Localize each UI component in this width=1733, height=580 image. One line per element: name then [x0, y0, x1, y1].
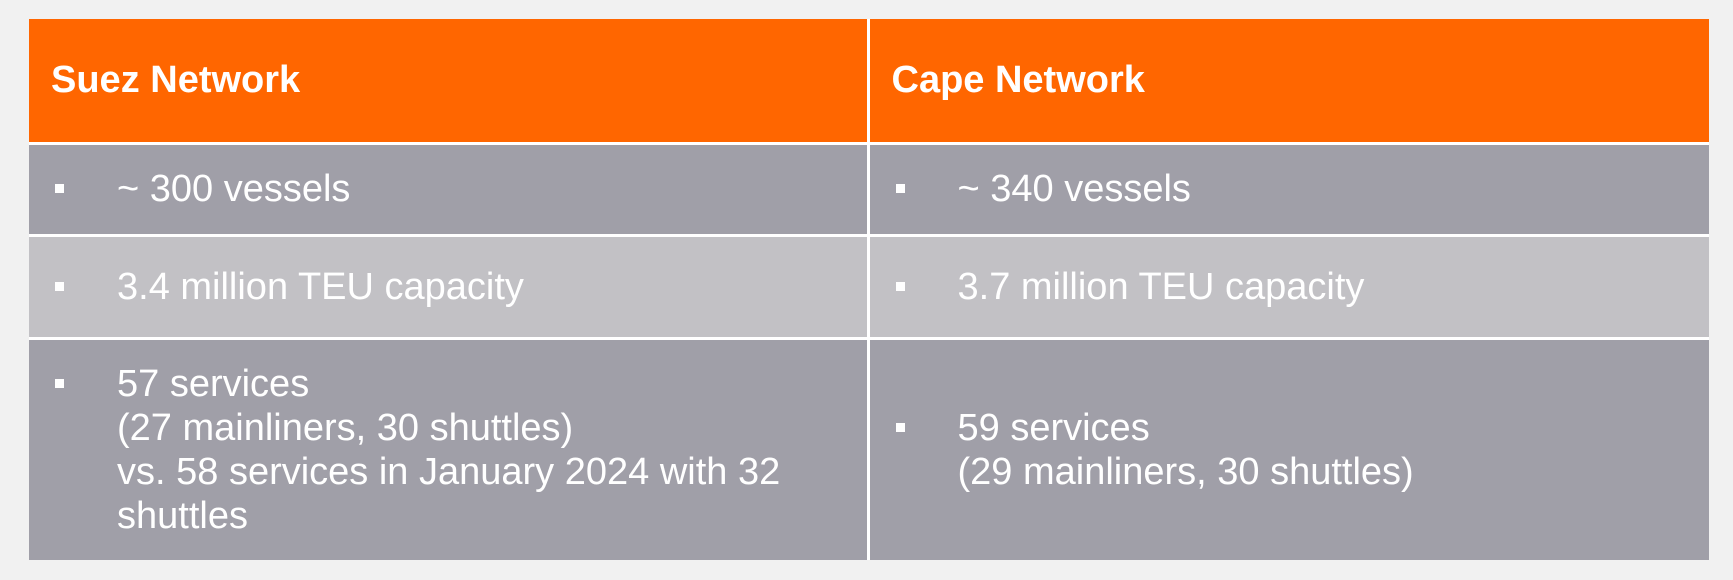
- square-bullet-icon: [55, 378, 64, 388]
- square-bullet-icon: [55, 281, 64, 291]
- square-bullet-icon: [895, 281, 905, 291]
- cape-services-line-1: 59 services: [957, 406, 1150, 449]
- cape-services-line-2: (29 mainliners, 30 shuttles): [957, 450, 1414, 493]
- header-suez-network: Suez Network: [29, 19, 868, 143]
- suez-vessels-text: ~ 300 vessels: [117, 168, 351, 210]
- cape-services-cell: 59 services (29 mainliners, 30 shuttles): [866, 336, 1709, 560]
- suez-services-cell: 57 services (27 mainliners, 30 shuttles)…: [29, 336, 868, 560]
- suez-services-line-2: (27 mainliners, 30 shuttles): [117, 406, 574, 449]
- suez-capacity-text: 3.4 million TEU capacity: [117, 265, 524, 308]
- header-row: Suez Network Cape Network: [29, 19, 1709, 143]
- cape-capacity-text: 3.7 million TEU capacity: [957, 265, 1365, 308]
- header-cape-network: Cape Network: [866, 19, 1709, 143]
- suez-capacity-cell: 3.4 million TEU capacity: [29, 233, 868, 338]
- suez-services-line-4: shuttles: [117, 494, 248, 537]
- suez-services-line-3: vs. 58 services in January 2024 with 32: [117, 450, 781, 493]
- square-bullet-icon: [895, 184, 905, 193]
- table-row-vessels: ~ 300 vessels ~ 340 vessels: [29, 141, 1709, 235]
- cape-vessels-text: ~ 340 vessels: [957, 168, 1191, 210]
- suez-services-line-1: 57 services: [117, 362, 310, 405]
- square-bullet-icon: [895, 422, 905, 432]
- network-comparison-table: Suez Network Cape Network ~ 300 vessels …: [29, 19, 1709, 560]
- cape-vessels-cell: ~ 340 vessels: [866, 141, 1709, 235]
- cape-capacity-cell: 3.7 million TEU capacity: [866, 233, 1709, 338]
- square-bullet-icon: [55, 184, 64, 193]
- suez-vessels-cell: ~ 300 vessels: [29, 141, 868, 235]
- table-row-capacity: 3.4 million TEU capacity 3.7 million TEU…: [29, 233, 1709, 338]
- table-row-services: 57 services (27 mainliners, 30 shuttles)…: [29, 336, 1709, 560]
